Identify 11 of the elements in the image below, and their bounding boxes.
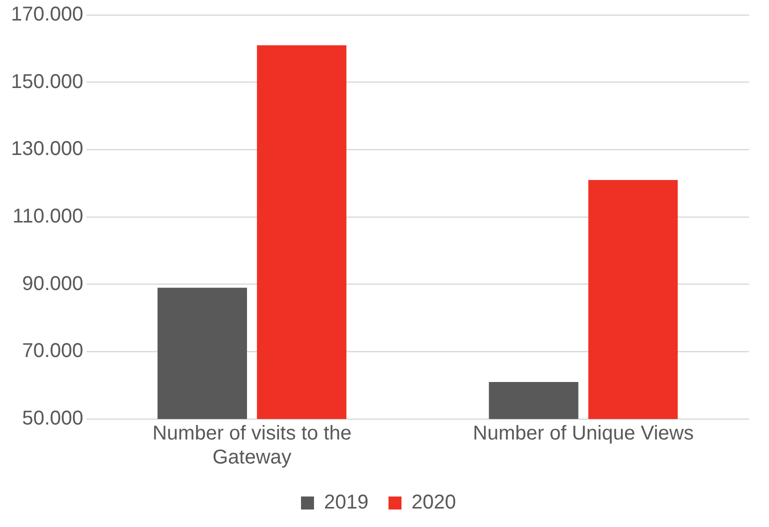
y-tick-label: 130.000 [11,138,84,160]
legend-label: 2020 [412,492,456,514]
y-tick-label: 150.000 [11,70,84,93]
y-tick-label: 70.000 [22,340,84,362]
y-tick-label: 110.000 [12,206,84,228]
x-tick-label: Number of Unique Views [472,422,694,445]
y-tick-label: 170.000 [11,4,84,26]
x-tick-label: Number of visits to the Gateway [152,422,352,469]
y-tick-label: 50.000 [22,408,84,430]
legend-label: 2019 [324,492,369,514]
y-tick-label: 90.000 [22,272,84,295]
